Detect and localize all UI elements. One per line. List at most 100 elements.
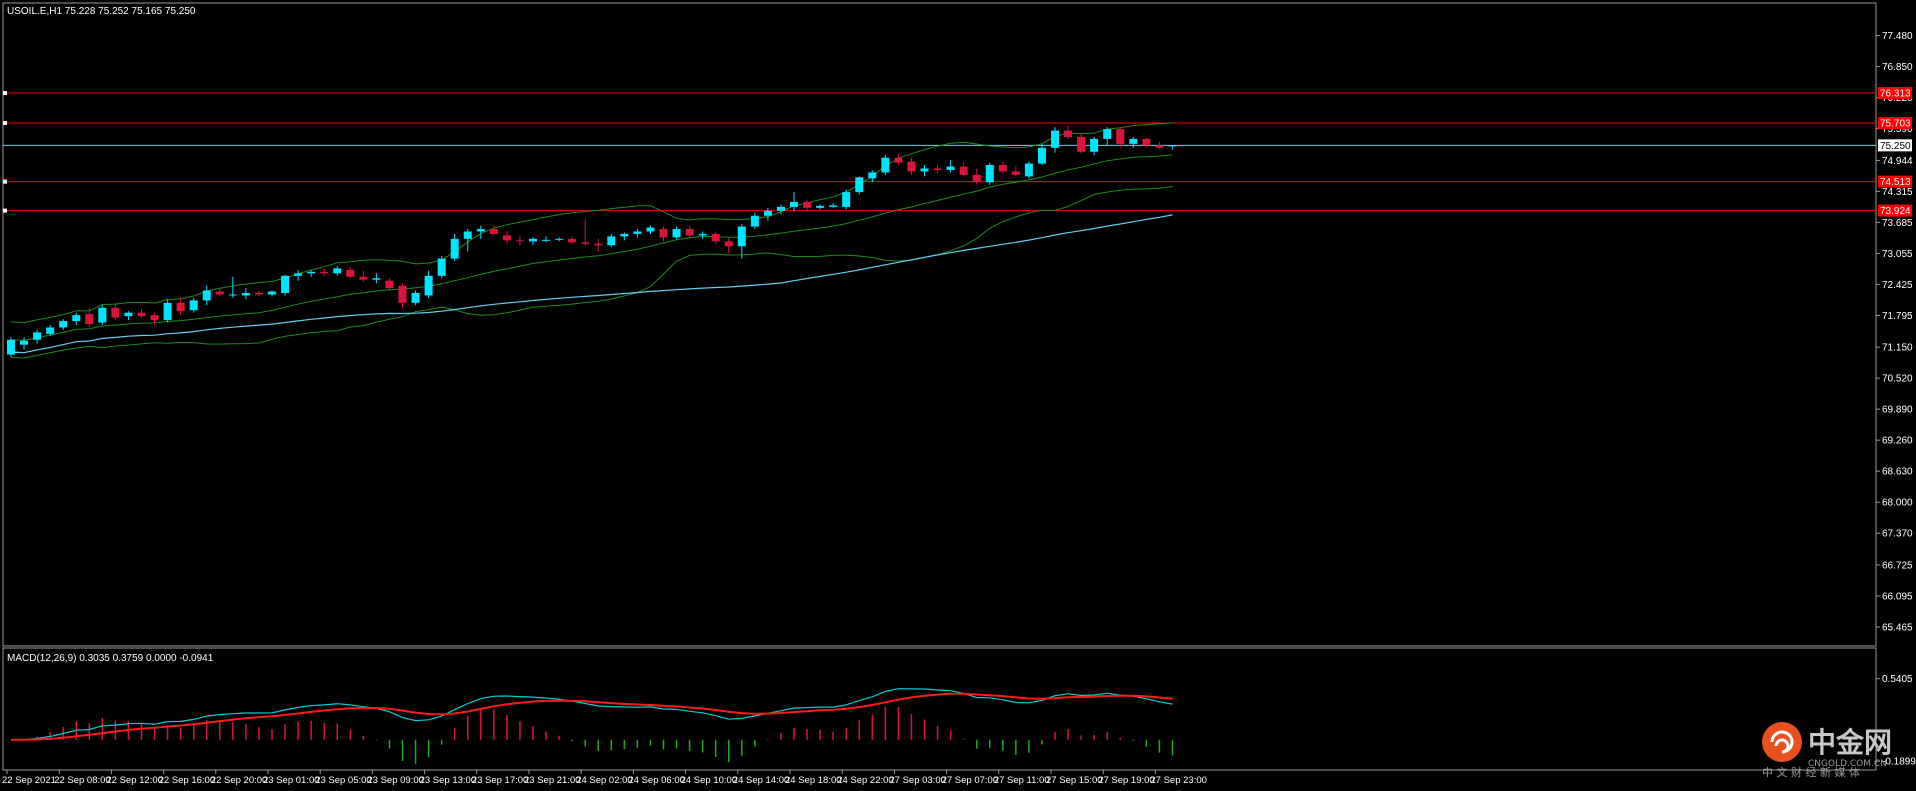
- level-price-label: 76.313: [1880, 89, 1911, 100]
- candle-body: [359, 276, 368, 280]
- candle: [568, 236, 577, 244]
- candle: [555, 237, 564, 242]
- candle: [502, 231, 511, 244]
- level-price-tags: 76.313 75.703 74.513 73.924 75.250: [1878, 87, 1912, 217]
- candlesticks: [7, 125, 1177, 357]
- candle-body: [920, 168, 929, 172]
- candle: [7, 337, 15, 357]
- candle: [241, 288, 250, 300]
- candle: [268, 290, 276, 297]
- candle: [307, 269, 316, 277]
- candle: [776, 204, 785, 215]
- watermark-slogan: 中 文 财 经 新 媒 体: [1762, 765, 1860, 779]
- level-handle[interactable]: [3, 121, 7, 126]
- macd-histogram: [23, 707, 1174, 764]
- candle-body: [333, 268, 342, 274]
- candle-body: [1129, 138, 1138, 144]
- candle-body: [620, 233, 629, 237]
- level-handle[interactable]: [3, 91, 7, 96]
- candle: [254, 290, 263, 297]
- ytick-label: 69.260: [1882, 436, 1913, 447]
- xtick-label: 23 Sep 01:00: [263, 775, 320, 786]
- candle-body: [1142, 138, 1151, 146]
- candle: [281, 274, 290, 296]
- candle: [85, 307, 94, 328]
- macd-axis: 0.5405 -0.1899: [1876, 674, 1916, 768]
- candle: [463, 229, 472, 252]
- candle-body: [633, 231, 642, 234]
- candle: [176, 297, 185, 316]
- candle: [633, 229, 642, 238]
- candle-body: [763, 210, 772, 216]
- candle-body: [476, 229, 485, 232]
- candle: [450, 233, 459, 262]
- candle-body: [998, 165, 1007, 172]
- watermark-url: CNGOLD.COM.CN: [1808, 759, 1887, 769]
- candle-body: [189, 300, 198, 311]
- candle-body: [607, 236, 616, 246]
- candle-body: [254, 293, 263, 295]
- candle-body: [46, 327, 55, 334]
- candle: [359, 270, 368, 282]
- candle-body: [137, 312, 146, 317]
- macd-panel-frame: [2, 647, 1877, 771]
- candle: [20, 337, 29, 350]
- macd-ytick-label: -0.1899: [1882, 757, 1916, 768]
- candle-body: [502, 235, 511, 241]
- candle: [424, 270, 433, 298]
- candle-body: [816, 205, 825, 208]
- candle: [737, 224, 746, 259]
- candle-body: [1051, 130, 1059, 148]
- candle-body: [111, 307, 120, 318]
- candle-body: [829, 205, 838, 207]
- candle: [607, 233, 616, 248]
- level-price-label: 73.924: [1880, 206, 1911, 217]
- candle-body: [85, 314, 94, 325]
- candle: [920, 165, 929, 177]
- candle: [685, 225, 694, 238]
- candle: [646, 225, 655, 234]
- candle: [1116, 128, 1125, 148]
- ytick-label: 67.370: [1882, 529, 1913, 540]
- candle: [72, 312, 81, 325]
- candle: [1011, 166, 1020, 177]
- candle-body: [855, 177, 864, 193]
- candle: [163, 299, 172, 323]
- xtick-label: 23 Sep 05:00: [315, 775, 372, 786]
- candle: [620, 232, 629, 241]
- ytick-label: 74.944: [1882, 156, 1913, 167]
- current-price-label: 75.250: [1880, 141, 1911, 152]
- candle: [346, 266, 355, 279]
- level-handle[interactable]: [3, 179, 7, 184]
- candle: [189, 297, 198, 313]
- candle: [1155, 141, 1164, 149]
- candle-body: [463, 231, 472, 239]
- xtick-label: 24 Sep 06:00: [628, 775, 685, 786]
- ytick-label: 71.795: [1882, 311, 1913, 322]
- candle: [59, 319, 68, 330]
- candle: [385, 278, 394, 291]
- candle: [816, 204, 825, 210]
- candle-body: [372, 278, 381, 280]
- candle-body: [894, 157, 903, 163]
- candle-body: [489, 229, 498, 234]
- watermark-brand: 中金网: [1808, 726, 1892, 759]
- candle-body: [776, 206, 785, 211]
- xtick-label: 24 Sep 14:00: [733, 775, 790, 786]
- candle-body: [1064, 130, 1073, 137]
- candle-body: [398, 285, 407, 303]
- candle-body: [750, 215, 759, 227]
- xtick-label: 22 Sep 12:00: [106, 775, 163, 786]
- xtick-label: 27 Sep 07:00: [942, 775, 999, 786]
- level-price-label: 74.513: [1880, 177, 1911, 188]
- candle: [1090, 136, 1099, 156]
- candle-body: [685, 229, 694, 236]
- xtick-label: 27 Sep 23:00: [1150, 775, 1207, 786]
- candle-body: [1011, 171, 1020, 175]
- candle: [998, 161, 1007, 174]
- candle-body: [881, 157, 890, 173]
- level-handle[interactable]: [3, 208, 7, 213]
- candle: [215, 288, 224, 297]
- ytick-label: 68.000: [1882, 498, 1913, 509]
